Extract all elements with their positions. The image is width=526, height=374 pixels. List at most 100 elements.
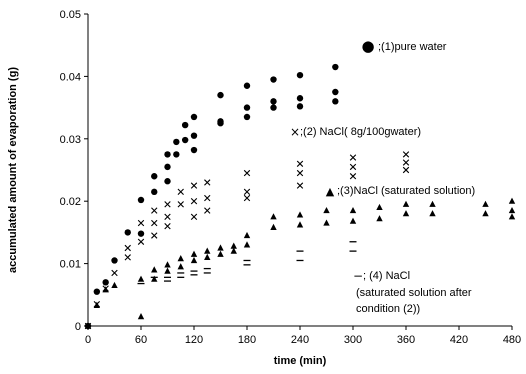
data-point-pure-water bbox=[332, 88, 339, 96]
data-point-nacl-8g bbox=[137, 238, 145, 245]
data-point-pure-water bbox=[190, 113, 198, 121]
data-point-nacl-8g bbox=[402, 159, 410, 166]
data-point-nacl-saturated bbox=[270, 213, 277, 220]
data-point-pure-water bbox=[173, 138, 180, 146]
data-point-pure-water bbox=[164, 163, 171, 171]
data-point-pure-water bbox=[332, 98, 339, 105]
data-point-pure-water bbox=[164, 178, 171, 185]
data-point-pure-water bbox=[217, 91, 224, 99]
data-point-pure-water bbox=[296, 103, 304, 110]
legend-label-nacl-8g: ;(2) NaCl( 8g/100gwater) bbox=[300, 126, 421, 138]
x-tick-label: 60 bbox=[135, 334, 147, 346]
data-point-nacl-8g bbox=[190, 213, 198, 220]
data-point-pure-water bbox=[270, 104, 277, 111]
y-tick-label: 0.02 bbox=[60, 196, 81, 208]
data-point-nacl-saturated bbox=[177, 255, 184, 262]
y-ticks: 0 0.01 0.02 0.03 0.04 0.05 bbox=[60, 9, 88, 333]
data-point-nacl-saturated bbox=[508, 206, 516, 214]
plot-points bbox=[84, 63, 516, 330]
data-point-nacl-8g bbox=[124, 244, 131, 252]
data-point-nacl-saturated bbox=[230, 247, 237, 254]
data-point-nacl-8g bbox=[402, 151, 410, 158]
x-tick-label: 300 bbox=[344, 334, 362, 346]
data-point-pure-water bbox=[181, 136, 189, 144]
data-point-nacl-saturated bbox=[230, 242, 237, 249]
x-tick-label: 360 bbox=[397, 334, 415, 346]
data-point-nacl-saturated bbox=[151, 266, 158, 273]
data-point-nacl-saturated bbox=[296, 221, 304, 228]
data-point-nacl-8g bbox=[243, 188, 251, 196]
data-point-nacl-8g bbox=[164, 213, 171, 220]
data-point-nacl-8g bbox=[111, 269, 118, 277]
data-point-nacl-saturated bbox=[323, 206, 330, 214]
data-point-pure-water bbox=[102, 279, 109, 286]
data-point-nacl-saturated bbox=[243, 241, 251, 248]
data-point-nacl-8g bbox=[124, 254, 131, 261]
data-point-nacl-saturated bbox=[402, 210, 410, 217]
data-point-pure-water bbox=[137, 230, 145, 237]
data-point-nacl-saturated bbox=[164, 267, 171, 274]
data-point-pure-water bbox=[190, 146, 198, 154]
data-point-nacl-saturated bbox=[204, 247, 211, 254]
y-tick-label: 0.04 bbox=[60, 71, 81, 83]
data-point-nacl-8g bbox=[349, 154, 357, 161]
data-point-nacl-8g bbox=[190, 198, 198, 205]
data-point-pure-water bbox=[190, 132, 198, 139]
data-point-pure-water bbox=[137, 196, 145, 204]
data-point-nacl-8g bbox=[243, 169, 251, 177]
x-tick-label: 180 bbox=[238, 334, 256, 346]
legend-label-pure-water: ;(1)pure water bbox=[378, 41, 447, 53]
data-point-nacl-saturated bbox=[190, 250, 198, 257]
x-tick-label: 480 bbox=[503, 334, 521, 346]
legend-symbol-nacl-after: − bbox=[353, 269, 363, 283]
data-point-nacl-8g bbox=[151, 232, 158, 239]
data-point-pure-water bbox=[181, 121, 189, 129]
data-point-nacl-saturated bbox=[137, 313, 145, 320]
legend-symbol-nacl-saturated: ▲ bbox=[326, 185, 335, 198]
data-point-nacl-saturated bbox=[243, 231, 251, 239]
data-point-nacl-saturated bbox=[217, 250, 224, 257]
data-point-nacl-saturated bbox=[164, 261, 171, 268]
data-point-nacl-saturated bbox=[376, 215, 383, 222]
data-point-nacl-saturated bbox=[508, 197, 516, 204]
y-axis-title: accumulated amount of evaporation (g) bbox=[7, 67, 19, 273]
legend-symbol-pure-water: ● bbox=[361, 37, 374, 55]
data-point-pure-water bbox=[151, 188, 158, 196]
data-point-nacl-8g bbox=[243, 194, 251, 202]
data-point-nacl-saturated bbox=[111, 281, 118, 289]
data-point-nacl-saturated bbox=[429, 200, 436, 207]
data-point-nacl-saturated bbox=[217, 244, 224, 251]
data-point-nacl-saturated bbox=[349, 217, 357, 224]
data-point-nacl-saturated bbox=[508, 213, 516, 220]
y-tick-label: 0.05 bbox=[60, 9, 81, 21]
data-point-pure-water bbox=[243, 104, 251, 111]
data-point-nacl-8g bbox=[296, 169, 304, 177]
legend-symbol-nacl-8g: × bbox=[290, 125, 300, 139]
data-point-pure-water bbox=[151, 173, 158, 180]
y-tick-label: 0.01 bbox=[60, 259, 81, 271]
y-tick-label: 0.03 bbox=[60, 134, 81, 146]
data-point-nacl-8g bbox=[204, 179, 211, 186]
data-point-nacl-saturated bbox=[177, 263, 184, 270]
data-point-nacl-8g bbox=[151, 207, 158, 214]
axes bbox=[87, 14, 512, 327]
legend-label-nacl-saturated: ;(3)NaCl (saturated solution) bbox=[337, 185, 475, 197]
data-point-nacl-saturated bbox=[349, 206, 357, 214]
data-point-nacl-8g bbox=[164, 222, 171, 230]
data-point-pure-water bbox=[93, 288, 101, 295]
data-point-nacl-saturated bbox=[482, 200, 489, 207]
data-point-nacl-8g bbox=[177, 188, 184, 196]
x-tick-label: 0 bbox=[85, 334, 91, 346]
data-point-pure-water bbox=[270, 76, 277, 83]
data-point-nacl-8g bbox=[164, 201, 171, 208]
x-tick-label: 420 bbox=[450, 334, 468, 346]
data-point-nacl-8g bbox=[204, 194, 211, 202]
legend-label-nacl-after: ; (4) NaCl bbox=[363, 270, 410, 282]
data-point-pure-water bbox=[217, 120, 224, 127]
data-point-nacl-saturated bbox=[402, 200, 410, 207]
x-tick-label: 240 bbox=[291, 334, 309, 346]
data-point-nacl-saturated bbox=[482, 210, 489, 217]
data-point-pure-water bbox=[270, 98, 277, 105]
data-point-nacl-8g bbox=[151, 219, 158, 227]
